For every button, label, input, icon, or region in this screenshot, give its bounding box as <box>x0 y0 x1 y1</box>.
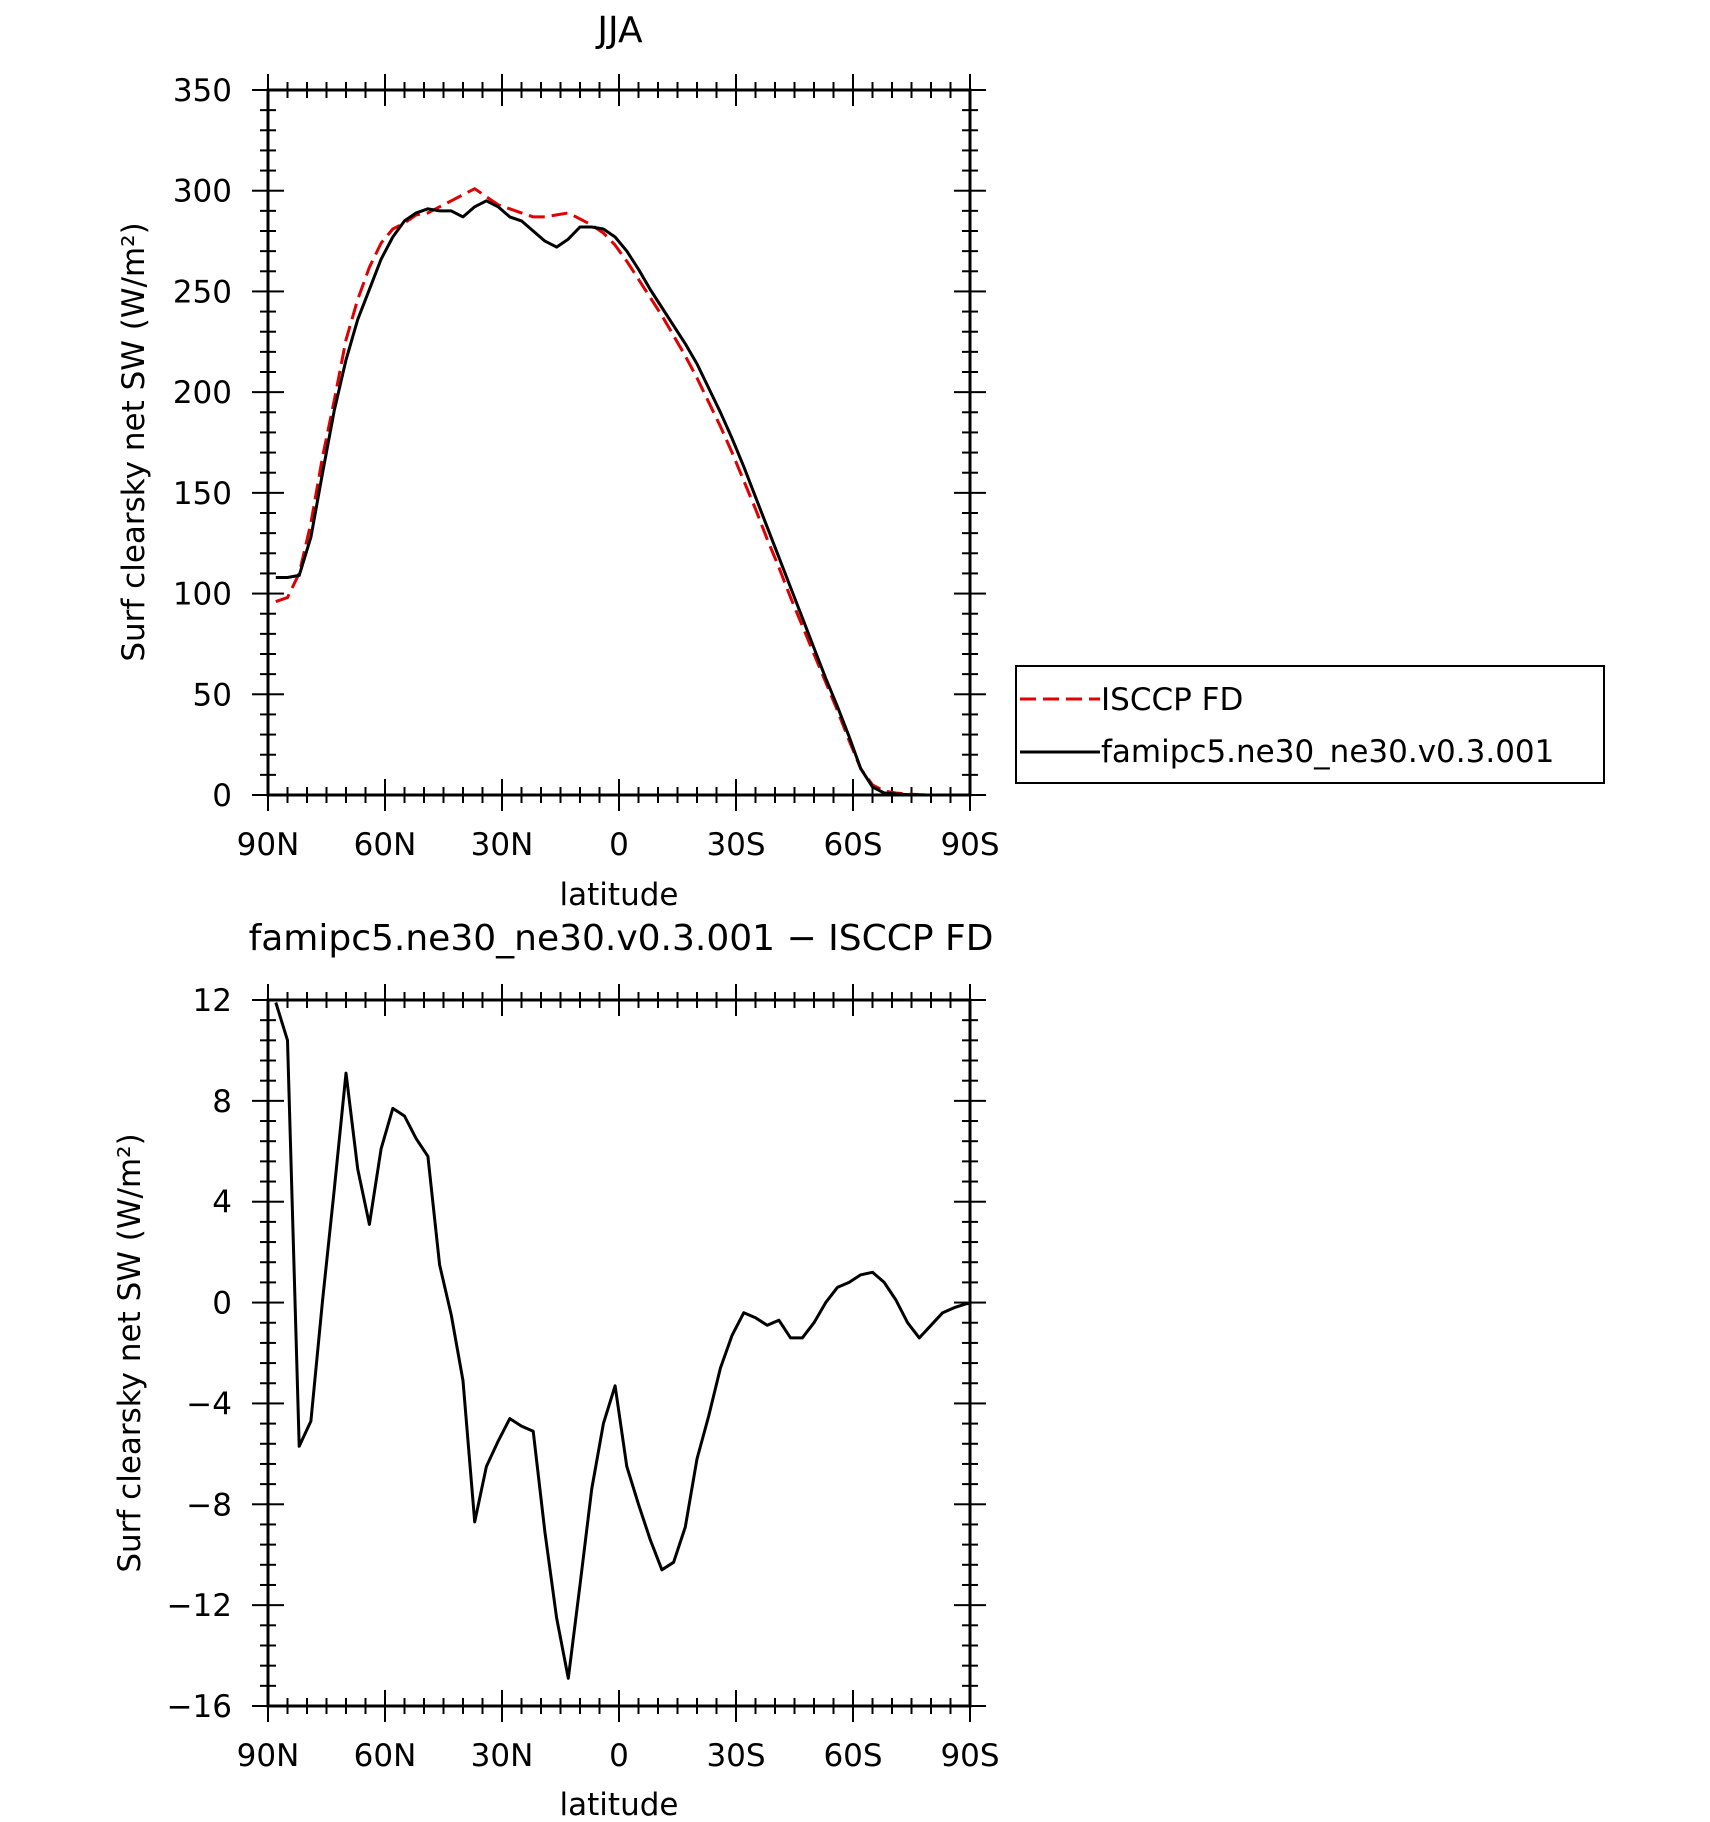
top-x-tick-label: 60S <box>823 827 882 863</box>
bottom-chart-y-tick-labels: −16 −12 −8 −4 0 4 8 12 <box>167 983 232 1725</box>
bottom-y-tick-label: 12 <box>193 983 232 1019</box>
legend-box <box>1015 665 1605 784</box>
bottom-x-tick-label: 0 <box>609 1738 629 1774</box>
bottom-series-line-model <box>274 1002 970 1680</box>
bottom-y-tick-label: −4 <box>186 1386 232 1422</box>
bottom-y-tick-label: 0 <box>212 1286 232 1322</box>
top-y-tick-label: 150 <box>173 476 232 512</box>
top-chart-y-axis-label: Surf clearsky net SW (W/m²) <box>116 222 152 661</box>
top-x-tick-label: 60N <box>354 827 417 863</box>
bottom-x-tick-label: 30S <box>706 1738 765 1774</box>
bottom-chart-x-tick-labels: 90N 60N 30N 0 30S 60S 90S <box>237 1738 1000 1774</box>
top-y-tick-label: 100 <box>173 577 232 613</box>
top-chart-title: JJA <box>595 10 643 51</box>
bottom-y-tick-label: −16 <box>167 1689 232 1725</box>
bottom-chart-x-axis-label: latitude <box>560 1787 679 1822</box>
top-chart-x-axis-label: latitude <box>560 877 679 913</box>
top-y-tick-label: 250 <box>173 274 232 310</box>
top-y-tick-label: 0 <box>212 778 232 814</box>
bottom-y-tick-label: −12 <box>167 1588 232 1624</box>
bottom-chart-title: famipc5.ne30_ne30.v0.3.001 − ISCCP FD <box>249 918 994 959</box>
top-x-tick-label: 0 <box>609 827 629 863</box>
top-x-tick-label: 90N <box>237 827 300 863</box>
top-series-line-model <box>275 199 963 795</box>
bottom-chart-ticks <box>252 984 986 1722</box>
bottom-chart-series <box>274 1002 970 1680</box>
bottom-chart-y-axis-label: Surf clearsky net SW (W/m²) <box>112 1133 148 1572</box>
bottom-x-tick-label: 60N <box>354 1738 417 1774</box>
bottom-y-tick-label: 4 <box>212 1185 232 1221</box>
top-series-line-isccp <box>275 187 963 795</box>
top-y-tick-label: 350 <box>173 73 232 109</box>
bottom-x-tick-label: 30N <box>471 1738 534 1774</box>
bottom-x-tick-label: 60S <box>823 1738 882 1774</box>
legend-label-isccp: ISCCP FD <box>1101 682 1243 718</box>
top-chart-y-tick-labels: 0 50 100 150 200 250 300 350 <box>173 73 232 814</box>
top-chart-series <box>275 187 963 795</box>
top-chart-ticks <box>252 74 986 811</box>
bottom-y-tick-label: −8 <box>186 1487 232 1523</box>
top-y-tick-label: 50 <box>193 677 232 713</box>
legend-label-model: famipc5.ne30_ne30.v0.3.001 <box>1101 734 1554 770</box>
top-chart-plot-frame <box>266 88 972 797</box>
bottom-x-tick-label: 90S <box>940 1738 999 1774</box>
top-x-tick-label: 30N <box>471 827 534 863</box>
top-chart-legend: ISCCP FD famipc5.ne30_ne30.v0.3.001 <box>1015 665 1605 784</box>
bottom-chart: famipc5.ne30_ne30.v0.3.001 − ISCCP FD 90… <box>112 918 1000 1822</box>
top-x-tick-label: 90S <box>940 827 999 863</box>
top-chart: JJA 90N 60N 30N 0 30S 60S 90S 0 50 100 150 200 250 3… <box>116 10 1605 913</box>
bottom-chart-plot-frame <box>266 998 972 1708</box>
top-y-tick-label: 200 <box>173 375 232 411</box>
top-chart-x-tick-labels: 90N 60N 30N 0 30S 60S 90S <box>237 827 1000 863</box>
bottom-y-tick-label: 8 <box>212 1084 232 1120</box>
bottom-x-tick-label: 90N <box>237 1738 300 1774</box>
top-x-tick-label: 30S <box>706 827 765 863</box>
top-y-tick-label: 300 <box>173 174 232 210</box>
